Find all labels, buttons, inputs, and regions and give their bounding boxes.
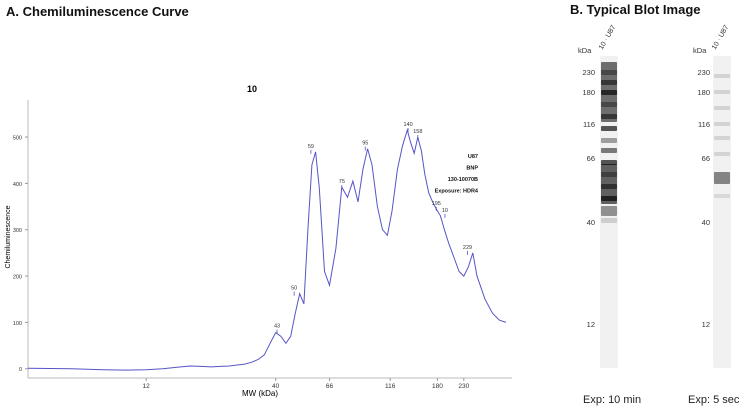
chart-axes: 0 100 200 300 400 500 12 40 66 116 180 230 xyxy=(13,100,512,390)
peak-label: 75 xyxy=(339,179,345,185)
x-axis-label: MW (kDa) xyxy=(242,389,278,398)
blot-band xyxy=(601,218,617,223)
blot-band xyxy=(714,136,730,140)
blot-band xyxy=(601,70,617,75)
x-tick-label: 66 xyxy=(326,383,334,390)
y-axis-label: Chemiluminescence xyxy=(5,205,12,268)
panel-a-title: A. Chemiluminescence Curve xyxy=(6,4,189,19)
blot-band xyxy=(601,138,617,143)
x-tick-label: 180 xyxy=(432,383,443,390)
mw-tick-180-lane-2: 180 xyxy=(697,88,710,97)
peak-label: 140 xyxy=(403,122,412,128)
annotation-line: 130-10070B xyxy=(448,177,478,183)
peak-label: 59 xyxy=(308,144,314,150)
blot-band xyxy=(601,80,617,85)
blot-band xyxy=(714,122,730,126)
mw-tick-40: 40 xyxy=(586,218,595,227)
blot-smear xyxy=(601,164,617,204)
blot-band xyxy=(714,90,730,94)
peak-label: 95 xyxy=(362,141,368,147)
mw-tick-12-lane-2: 12 xyxy=(701,320,710,329)
x-tick-label: 116 xyxy=(385,383,396,390)
peak-label: 50 xyxy=(291,286,297,292)
kda-label-lane-2: kDa xyxy=(693,46,707,55)
blot-band xyxy=(601,90,617,95)
y-tick-label: 200 xyxy=(13,275,22,281)
mw-tick-40-lane-2: 40 xyxy=(701,218,710,227)
blot-band xyxy=(601,160,617,165)
mw-tick-66: 66 xyxy=(586,154,595,163)
blot-band xyxy=(714,74,730,78)
x-tick-label: 12 xyxy=(143,383,151,390)
y-tick-label: 0 xyxy=(19,367,22,373)
lane-2-label: 10 · U87 xyxy=(710,24,731,51)
x-tick-label: 40 xyxy=(272,383,280,390)
peak-label: 195 xyxy=(432,201,441,207)
mw-tick-116: 116 xyxy=(583,120,595,129)
exposure-label-10min: Exp: 10 min xyxy=(583,394,642,406)
blot-band xyxy=(714,172,730,184)
mw-tick-180: 180 xyxy=(582,88,595,97)
annotation-line: BNP xyxy=(466,166,478,172)
peak-label: 43 xyxy=(274,324,280,330)
mw-tick-230: 230 xyxy=(582,68,595,77)
mw-tick-12: 12 xyxy=(586,320,595,329)
blot-band xyxy=(714,152,730,156)
blot-lane-5sec xyxy=(713,56,731,368)
mw-tick-66-lane-2: 66 xyxy=(701,154,710,163)
y-tick-label: 100 xyxy=(13,321,22,327)
y-tick-label: 300 xyxy=(13,228,22,234)
blot-lane-10min xyxy=(600,56,618,368)
peak-label: 10 xyxy=(442,208,448,214)
lane-1-label: 10 · U87 xyxy=(597,24,618,51)
mw-tick-116-lane-2: 116 xyxy=(698,120,710,129)
blot-band xyxy=(601,102,617,107)
blot-band xyxy=(601,114,617,119)
blot-band xyxy=(714,106,730,110)
blot-band xyxy=(601,126,617,131)
y-tick-label: 500 xyxy=(13,136,22,142)
mw-tick-230-lane-2: 230 xyxy=(697,68,710,77)
kda-label-lane-1: kDa xyxy=(578,46,592,55)
blot-band xyxy=(601,148,617,153)
y-tick-label: 400 xyxy=(13,182,22,188)
chemiluminescence-chart: 0 100 200 300 400 500 12 40 66 116 180 230 43 50 59 75… xyxy=(5,84,512,398)
blot-band xyxy=(714,194,730,198)
peak-label: 229 xyxy=(463,245,472,251)
peak-label: 158 xyxy=(413,129,422,135)
annotation-line: Exposure: HDR4 xyxy=(435,189,479,195)
chart-title: 10 xyxy=(247,84,257,94)
blot-band xyxy=(601,206,617,216)
panel-b-title: B. Typical Blot Image xyxy=(570,2,701,17)
exposure-label-5sec: Exp: 5 sec xyxy=(688,394,740,406)
x-tick-label: 230 xyxy=(458,383,469,390)
series-line-0 xyxy=(27,128,507,371)
annotation-line: U87 xyxy=(468,154,478,160)
